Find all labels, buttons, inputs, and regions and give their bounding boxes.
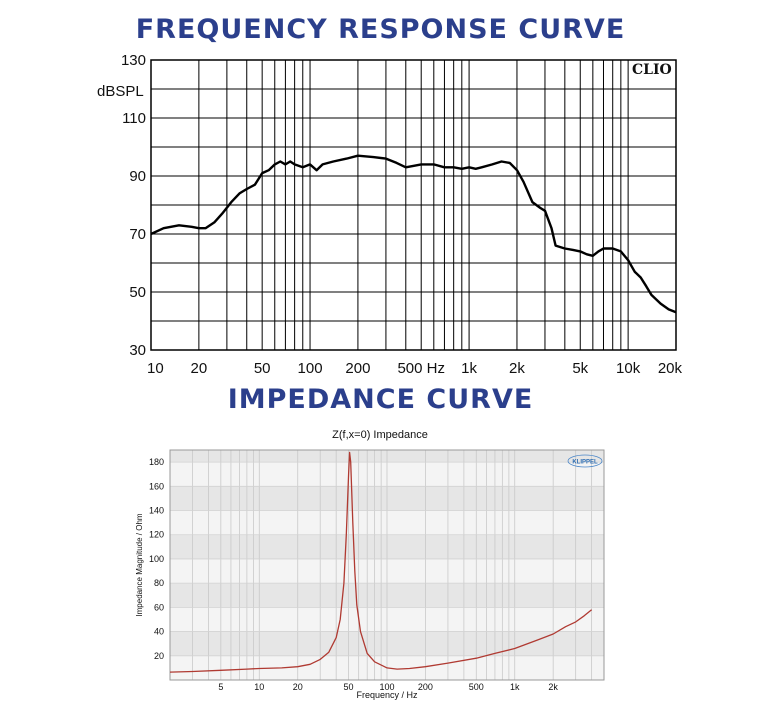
frequency-x-tick-label: 50 xyxy=(254,360,271,377)
impedance-grid xyxy=(170,450,604,680)
frequency-grid xyxy=(151,60,676,350)
klippel-logo: KLIPPEL xyxy=(567,454,603,468)
impedance-x-tick-label: 10 xyxy=(254,682,264,692)
impedance-line xyxy=(169,451,593,673)
frequency-chart-title: FREQUENCY RESPONSE CURVE xyxy=(135,14,626,45)
frequency-y-tick-label: 50 xyxy=(129,284,146,301)
impedance-y-tick-label: 60 xyxy=(154,602,164,612)
impedance-chart-title: IMPEDANCE CURVE xyxy=(227,384,534,415)
impedance-y-tick-label: 80 xyxy=(154,578,164,588)
frequency-ylabel: dBSPL xyxy=(97,83,144,100)
frequency-x-tick-label: 2k xyxy=(509,360,525,377)
frequency-x-tick-label: 100 xyxy=(298,360,323,377)
frequency-x-tick-label: 5k xyxy=(572,360,588,377)
impedance-x-tick-label: 200 xyxy=(418,682,433,692)
frequency-x-tick-label: 1k xyxy=(461,360,477,377)
impedance-x-tick-label: 2k xyxy=(548,682,558,692)
impedance-y-tick-label: 140 xyxy=(149,506,164,516)
frequency-y-tick-label: 130 xyxy=(121,52,146,69)
frequency-x-tick-label: 20k xyxy=(658,360,683,377)
klippel-logo-text: KLIPPEL xyxy=(572,460,598,466)
impedance-x-tick-label: 50 xyxy=(344,682,354,692)
impedance-y-tick-label: 20 xyxy=(154,651,164,661)
frequency-y-tick-label: 30 xyxy=(129,342,146,359)
impedance-y-tick-label: 160 xyxy=(149,481,164,491)
impedance-y-tick-label: 40 xyxy=(154,627,164,637)
frequency-y-tick-label: 90 xyxy=(129,168,146,185)
impedance-tick-labels: 5 10 20 50 100 200 500 1k 2k 20 40 60 80 100 120 140 160… xyxy=(149,457,558,692)
frequency-x-tick-label: 10k xyxy=(616,360,641,377)
frequency-x-tick-label: 10 xyxy=(147,360,164,377)
frequency-response-line xyxy=(150,154,677,314)
impedance-y-tick-label: 100 xyxy=(149,554,164,564)
frequency-x-tick-label: 20 xyxy=(191,360,208,377)
frequency-x-tick-label: 500 Hz xyxy=(397,360,445,377)
frequency-response-chart: 10 20 50 100 200 500 Hz 1k 2k 5k 10k 20k 130 110 90 70… xyxy=(97,52,682,377)
impedance-y-tick-label: 180 xyxy=(149,457,164,467)
impedance-x-tick-label: 100 xyxy=(379,682,394,692)
impedance-x-tick-label: 1k xyxy=(510,682,520,692)
impedance-ylabel: Impedance Magnitude / Ohm xyxy=(135,513,144,617)
frequency-x-tick-label: 200 xyxy=(345,360,370,377)
klippel-logo-ring xyxy=(567,454,603,468)
impedance-xlabel: Frequency / Hz xyxy=(356,690,418,700)
impedance-x-tick-label: 500 xyxy=(469,682,484,692)
frequency-y-tick-label: 110 xyxy=(122,110,146,127)
frequency-y-tick-label: 70 xyxy=(129,226,146,243)
impedance-x-tick-label: 20 xyxy=(293,682,303,692)
frequency-tick-labels: 10 20 50 100 200 500 Hz 1k 2k 5k 10k 20k 130 110 90 70… xyxy=(121,52,683,377)
impedance-subtitle: Z(f,x=0) Impedance xyxy=(332,429,428,441)
impedance-y-tick-label: 120 xyxy=(149,530,164,540)
impedance-x-tick-label: 5 xyxy=(218,682,223,692)
clio-watermark: CLIO xyxy=(632,62,672,78)
impedance-chart: Z(f,x=0) Impedance 5 10 20 50 100 200 500 1k 2k 2… xyxy=(135,429,605,700)
impedance-plot-frame xyxy=(169,449,605,681)
